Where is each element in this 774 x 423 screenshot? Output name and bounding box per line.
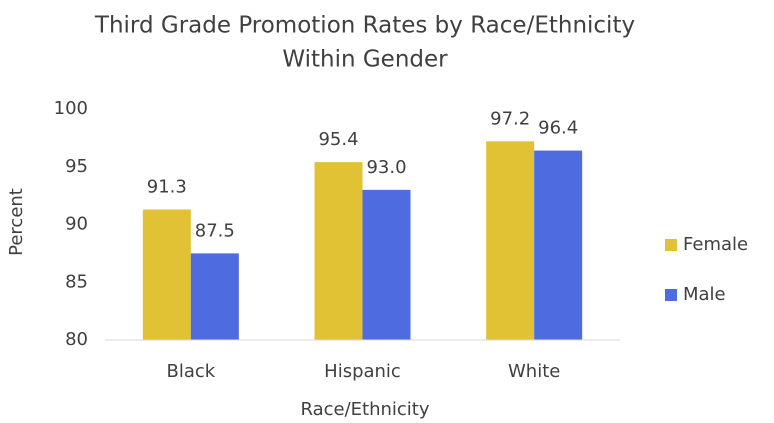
data-label: 95.4 xyxy=(318,129,358,150)
bar xyxy=(362,189,411,340)
data-label: 91.3 xyxy=(147,176,187,197)
y-tick-label: 90 xyxy=(65,214,88,235)
bar xyxy=(142,209,191,340)
bar xyxy=(486,141,535,340)
legend-swatch xyxy=(665,289,677,301)
chart-title: Within Gender xyxy=(282,47,448,73)
bar xyxy=(190,253,239,340)
legend-label: Male xyxy=(683,284,726,305)
y-axis-title: Percent xyxy=(6,188,27,256)
x-tick-label: White xyxy=(508,361,560,382)
y-tick-label: 100 xyxy=(54,98,88,119)
chart-title: Third Grade Promotion Rates by Race/Ethn… xyxy=(94,13,635,39)
data-label: 97.2 xyxy=(490,108,530,129)
data-label: 87.5 xyxy=(195,220,235,241)
legend-swatch xyxy=(665,239,677,251)
x-tick-label: Black xyxy=(166,361,215,382)
y-tick-label: 85 xyxy=(65,271,88,292)
x-axis-title: Race/Ethnicity xyxy=(300,399,429,420)
x-tick-label: Hispanic xyxy=(324,361,401,382)
data-label: 93.0 xyxy=(366,157,406,178)
data-label: 96.4 xyxy=(538,118,578,139)
bar xyxy=(534,150,583,340)
y-tick-label: 80 xyxy=(65,329,88,350)
legend-label: Female xyxy=(683,234,748,255)
y-tick-label: 95 xyxy=(65,156,88,177)
bar xyxy=(314,162,363,340)
